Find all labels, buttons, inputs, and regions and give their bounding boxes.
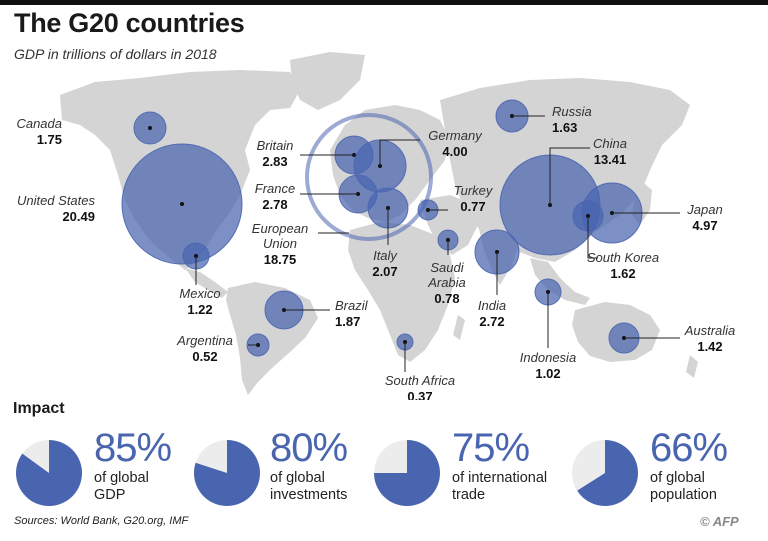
united-states-dot [180,202,184,206]
impact-line-2: GDP [94,487,126,503]
south-africa-label: South Africa [385,373,455,388]
european-union-gdp-value: 18.75 [264,252,297,267]
italy-label: Italy [373,248,398,263]
canada-label: Canada [16,116,62,131]
pie-slice [374,440,440,506]
brazil-label: Brazil [335,298,369,313]
impact-description: of global population [650,470,768,504]
argentina-gdp-value: 0.52 [192,349,217,364]
pie-slice [15,440,83,506]
turkey-label: Turkey [454,183,494,198]
china-label: China [593,136,627,151]
italy-gdp-value: 2.07 [372,264,397,279]
page-subtitle: GDP in trillions of dollars in 2018 [14,46,217,62]
impact-description: of international trade [452,470,592,504]
africa-shape [348,222,455,362]
india-gdp-value: 2.72 [479,314,504,329]
top-rule [0,0,768,5]
britain-label: Britain [257,138,294,153]
australia-label: Australia [684,323,736,338]
impact-line-2: investments [270,487,348,503]
south-africa-gdp-value: 0.37 [407,389,432,400]
impact-line-1: of global [94,470,149,486]
pie-slice [194,440,260,506]
european-union-ring [305,113,433,241]
impact-line-1: of global [650,470,705,486]
impact-line-2: trade [452,487,486,503]
japan-gdp-value: 4.97 [692,218,717,233]
impact-title: Impact [13,400,65,417]
european-union-label: European Union [252,221,308,251]
germany-leader-line [379,139,420,166]
leader-lines [195,115,680,372]
saudi-arabia-label: Saudi Arabia [427,260,466,290]
gdp-pie-chart [15,440,83,506]
impact-description: of global GDP [94,470,234,504]
saudi-arabia-gdp-value: 0.78 [434,291,459,306]
indonesia-gdp-value: 1.02 [535,366,560,381]
germany-label: Germany [428,128,483,143]
afp-logo: © AFP [700,514,739,529]
investments-pie-chart [194,440,260,506]
impact-percent: 85% [94,426,172,470]
greenland-shape [290,52,365,110]
impact-line-1: of international [452,470,548,486]
russia-gdp-value: 1.63 [552,120,577,135]
india-label: India [478,298,506,313]
argentina-label: Argentina [176,333,233,348]
southeast-asia-shape [530,258,590,305]
impact-line-2: population [650,487,717,503]
china-leader-line [549,147,590,205]
turkey-gdp-value: 0.77 [460,199,485,214]
brazil-gdp-value: 1.87 [335,314,360,329]
canada-gdp-value: 1.75 [37,132,62,147]
madagascar-shape [453,315,465,340]
russia-label: Russia [552,104,592,119]
impact-line-1: of global [270,470,325,486]
page-title: The G20 countries [14,8,245,38]
trade-pie-chart [374,440,440,506]
australia-gdp-value: 1.42 [697,339,722,354]
impact-percent: 66% [650,426,728,470]
pie-slice [577,440,638,506]
impact-percent: 75% [452,426,530,470]
china-gdp-value: 13.41 [594,152,627,167]
impact-percent: 80% [270,426,348,470]
mexico-label: Mexico [179,286,220,301]
south-korea-label: South Korea [587,250,659,265]
impact-description: of global investments [270,470,410,504]
population-pie-chart [572,440,638,506]
united-states-gdp-value: 20.49 [62,209,95,224]
south-korea-gdp-value: 1.62 [610,266,635,281]
new-zealand-shape [686,355,698,378]
canada-dot [148,126,152,130]
japan-label: Japan [686,202,722,217]
indonesia-label: Indonesia [520,350,576,365]
mexico-gdp-value: 1.22 [187,302,212,317]
sources-note: Sources: World Bank, G20.org, IMF [14,515,189,527]
united-states-label: United States [17,193,96,208]
south-korea-leader-line [587,216,598,259]
france-gdp-value: 2.78 [262,197,287,212]
germany-gdp-value: 4.00 [442,144,467,159]
france-label: France [255,181,295,196]
britain-gdp-value: 2.83 [262,154,287,169]
